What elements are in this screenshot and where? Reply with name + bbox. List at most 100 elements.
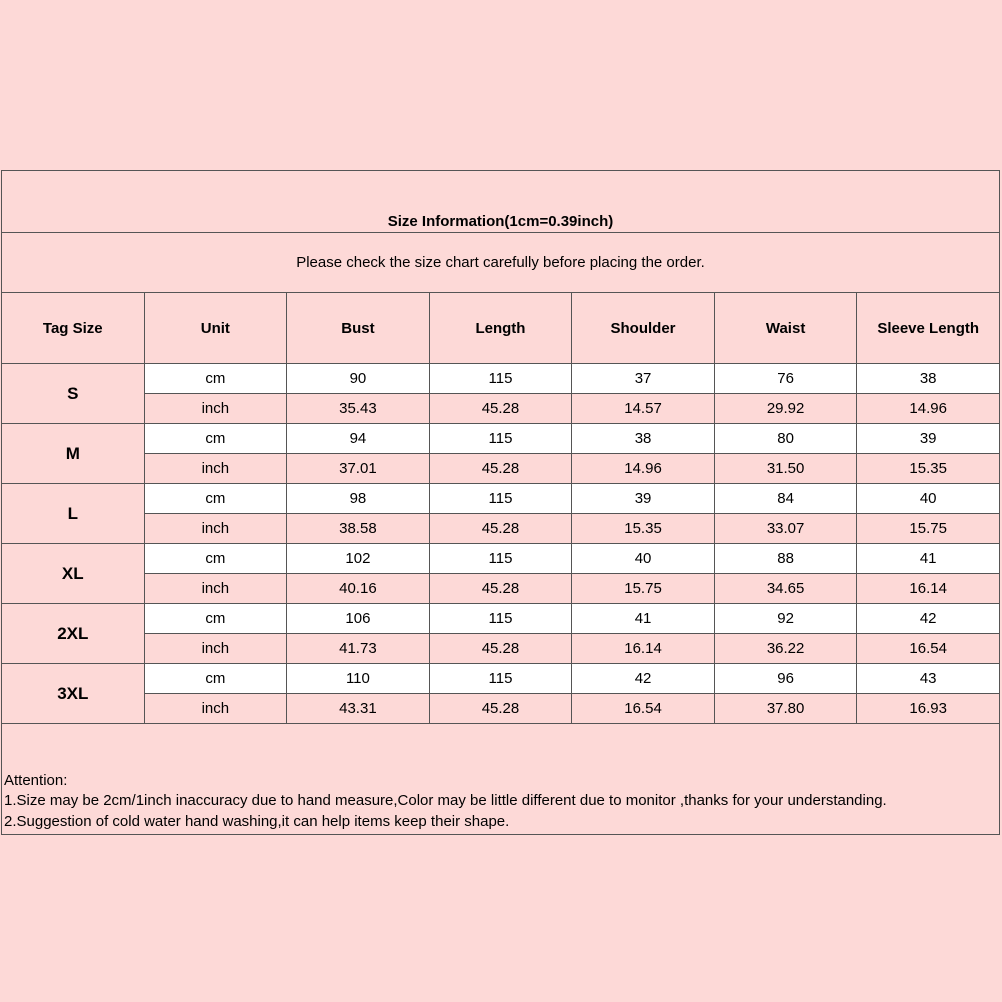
table-row: 2XL cm 106 115 41 92 42: [1, 603, 1000, 664]
value-cell: 106: [286, 603, 430, 634]
column-header: Waist: [713, 292, 858, 364]
value-cell: 15.35: [856, 453, 1000, 484]
unit-cell: cm: [143, 603, 288, 634]
unit-cell: cm: [143, 483, 288, 514]
header-row: Tag Size Unit Bust Length Shoulder Waist Sleev…: [1, 292, 1000, 364]
value-cell: 45.28: [428, 513, 573, 544]
unit-cell: inch: [143, 693, 288, 724]
column-header: Unit: [143, 292, 288, 364]
table-row: 3XL cm 110 115 42 96 43: [1, 663, 1000, 724]
attention-note: 2.Suggestion of cold water hand washing,…: [4, 812, 510, 830]
unit-cell: inch: [143, 633, 288, 664]
value-cell: 45.28: [428, 693, 573, 724]
value-cell: 90: [286, 363, 430, 394]
value-cell: 42: [856, 603, 1000, 634]
value-cell: 88: [713, 543, 858, 574]
value-cell: 14.96: [571, 453, 715, 484]
unit-cell: cm: [143, 363, 288, 394]
value-cell: 96: [713, 663, 858, 694]
value-cell: 110: [286, 663, 430, 694]
value-cell: 16.54: [856, 633, 1000, 664]
value-cell: 94: [286, 423, 430, 454]
tag-size-cell: 2XL: [1, 603, 145, 664]
column-header: Shoulder: [571, 292, 715, 364]
value-cell: 45.28: [428, 573, 573, 604]
value-cell: 115: [428, 483, 573, 514]
value-cell: 15.75: [571, 573, 715, 604]
unit-cell: inch: [143, 453, 288, 484]
value-cell: 37.80: [713, 693, 858, 724]
attention-note: 1.Size may be 2cm/1inch inaccuracy due t…: [4, 792, 887, 809]
value-cell: 39: [571, 483, 715, 514]
column-header: Length: [428, 292, 573, 364]
value-cell: 14.96: [856, 393, 1000, 424]
value-cell: 41: [856, 543, 1000, 574]
value-cell: 45.28: [428, 633, 573, 664]
value-cell: 43.31: [286, 693, 430, 724]
unit-cell: cm: [143, 663, 288, 694]
value-cell: 115: [428, 423, 573, 454]
column-header: Sleeve Length: [856, 292, 1000, 364]
value-cell: 14.57: [571, 393, 715, 424]
tag-size-cell: L: [1, 483, 145, 544]
value-cell: 42: [571, 663, 715, 694]
value-cell: 35.43: [286, 393, 430, 424]
value-cell: 37.01: [286, 453, 430, 484]
value-cell: 80: [713, 423, 858, 454]
value-cell: 16.14: [571, 633, 715, 664]
table-row: inch 38.58 45.28 15.35 33.07 15.75: [2, 513, 1000, 544]
value-cell: 29.92: [713, 393, 858, 424]
value-cell: 38.58: [286, 513, 430, 544]
table-row: inch 41.73 45.28 16.14 36.22 16.54: [2, 633, 1000, 664]
tag-size-cell: XL: [1, 543, 145, 604]
value-cell: 41.73: [286, 633, 430, 664]
value-cell: 98: [286, 483, 430, 514]
tag-size-cell: S: [1, 363, 145, 424]
value-cell: 16.14: [856, 573, 1000, 604]
attention-notes: Attention: 1.Size may be 2cm/1inch inaccu…: [1, 723, 1000, 835]
value-cell: 36.22: [713, 633, 858, 664]
value-cell: 40: [856, 483, 1000, 514]
table-row: inch 37.01 45.28 14.96 31.50 15.35: [2, 453, 1000, 484]
value-cell: 45.28: [428, 453, 573, 484]
value-cell: 76: [713, 363, 858, 394]
value-cell: 92: [713, 603, 858, 634]
size-chart-table: Size Information(1cm=0.39inch) Please ch…: [1, 170, 1000, 835]
unit-cell: inch: [143, 393, 288, 424]
value-cell: 16.54: [571, 693, 715, 724]
value-cell: 102: [286, 543, 430, 574]
value-cell: 115: [428, 543, 573, 574]
value-cell: 45.28: [428, 393, 573, 424]
value-cell: 31.50: [713, 453, 858, 484]
value-cell: 40.16: [286, 573, 430, 604]
value-cell: 39: [856, 423, 1000, 454]
unit-cell: cm: [143, 543, 288, 574]
value-cell: 38: [571, 423, 715, 454]
value-cell: 43: [856, 663, 1000, 694]
table-row: inch 43.31 45.28 16.54 37.80 16.93: [2, 693, 1000, 724]
column-header: Tag Size: [1, 292, 145, 364]
value-cell: 34.65: [713, 573, 858, 604]
chart-subtitle: Please check the size chart carefully be…: [1, 232, 1000, 293]
column-header: Bust: [286, 292, 430, 364]
value-cell: 15.75: [856, 513, 1000, 544]
table-row: XL cm 102 115 40 88 41: [1, 543, 1000, 604]
value-cell: 40: [571, 543, 715, 574]
value-cell: 115: [428, 663, 573, 694]
value-cell: 33.07: [713, 513, 858, 544]
value-cell: 84: [713, 483, 858, 514]
value-cell: 38: [856, 363, 1000, 394]
value-cell: 37: [571, 363, 715, 394]
value-cell: 41: [571, 603, 715, 634]
value-cell: 15.35: [571, 513, 715, 544]
attention-heading: Attention:: [4, 771, 68, 789]
table-row: inch 35.43 45.28 14.57 29.92 14.96: [2, 393, 1000, 424]
tag-size-cell: M: [1, 423, 145, 484]
unit-cell: inch: [143, 573, 288, 604]
tag-size-cell: 3XL: [1, 663, 145, 724]
value-cell: 115: [428, 363, 573, 394]
unit-cell: cm: [143, 423, 288, 454]
